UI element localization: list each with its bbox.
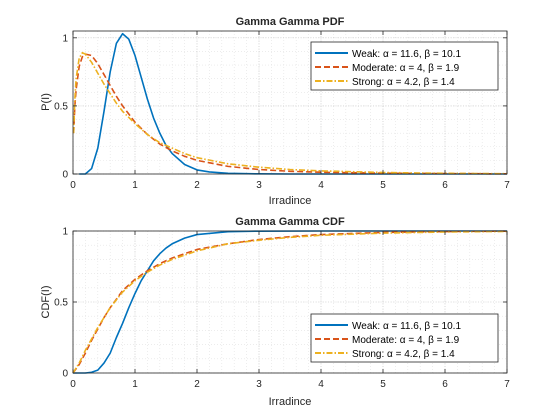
pdf-x-tick-label: 6 <box>442 180 448 191</box>
pdf-axes: 0 1 2 3 4 5 6 7 0 0.5 1 <box>54 30 510 191</box>
cdf-x-tick-label: 4 <box>318 379 324 390</box>
cdf-legend-label-moderate: Moderate: α = 4, β = 1.9 <box>352 335 460 346</box>
pdf-x-tick-label: 4 <box>318 180 324 191</box>
cdf-title: Gamma Gamma CDF <box>235 216 345 228</box>
cdf-x-tick-label: 2 <box>194 379 200 390</box>
cdf-x-tick-label: 6 <box>442 379 448 390</box>
pdf-legend-label-moderate: Moderate: α = 4, β = 1.9 <box>352 63 460 74</box>
pdf-plot: 0 1 2 3 4 5 6 700.51 Gamma Gamma PDF Irradince … <box>40 16 510 207</box>
pdf-y-tick-label: 0.5 <box>54 101 68 112</box>
cdf-x-tick-label: 3 <box>256 379 262 390</box>
cdf-legend-entry-moderate: Moderate: α = 4, β = 1.9 <box>315 335 460 346</box>
pdf-axes-box <box>72 30 508 175</box>
pdf-x-tick-label: 7 <box>504 180 510 191</box>
cdf-x-tick-label: 5 <box>380 379 386 390</box>
cdf-x-tick-label: 1 <box>132 379 138 390</box>
cdf-legend: Weak: α = 11.6, β = 10.1 Moderate: α = 4… <box>310 313 499 363</box>
pdf-x-tick-label: 3 <box>256 180 262 191</box>
pdf-x-axis-label: Irradince <box>269 195 312 207</box>
pdf-series-moderate <box>72 53 508 175</box>
cdf-series-strong <box>72 230 508 374</box>
cdf-axes: 0 1 2 3 4 5 6 7 0 0.5 1 <box>54 227 510 391</box>
pdf-x-tick-label: 0 <box>70 180 76 191</box>
pdf-legend-label-strong: Strong: α = 4.2, β = 1.4 <box>352 77 455 88</box>
pdf-x-tick-label: 2 <box>194 180 200 191</box>
pdf-x-tick-label: 5 <box>380 180 386 191</box>
pdf-legend-entry-strong: Strong: α = 4.2, β = 1.4 <box>315 77 455 88</box>
pdf-x-tick-label: 1 <box>132 180 138 191</box>
pdf-y-axis-label: P(I) <box>40 93 52 111</box>
cdf-plot: 0 1 2 3 4 5 6 700.51 Gamma Gamma CDF Irradince … <box>40 216 510 408</box>
pdf-legend: Weak: α = 11.6, β = 10.1 Moderate: α = 4… <box>310 41 499 91</box>
cdf-y-axis-label: CDF(I) <box>40 286 52 319</box>
cdf-x-axis-label: Irradince <box>269 396 312 408</box>
pdf-y-tick-label: 1 <box>62 33 68 44</box>
cdf-x-tick-label: 7 <box>504 379 510 390</box>
pdf-legend-entry-weak: Weak: α = 11.6, β = 10.1 <box>315 49 461 60</box>
pdf-legend-label-weak: Weak: α = 11.6, β = 10.1 <box>352 49 461 60</box>
cdf-legend-label-strong: Strong: α = 4.2, β = 1.4 <box>352 349 455 360</box>
cdf-legend-entry-weak: Weak: α = 11.6, β = 10.1 <box>315 321 461 332</box>
pdf-legend-entry-moderate: Moderate: α = 4, β = 1.9 <box>315 63 460 74</box>
cdf-y-tick-label: 0 <box>62 369 68 380</box>
pdf-y-tick-label: 0 <box>62 170 68 181</box>
cdf-x-tick-label: 0 <box>70 379 76 390</box>
pdf-title: Gamma Gamma PDF <box>236 16 345 28</box>
cdf-y-tick-label: 0.5 <box>54 298 68 309</box>
pdf-series-strong <box>72 51 508 175</box>
cdf-legend-label-weak: Weak: α = 11.6, β = 10.1 <box>352 321 461 332</box>
cdf-y-tick-label: 1 <box>62 227 68 238</box>
cdf-legend-entry-strong: Strong: α = 4.2, β = 1.4 <box>315 349 455 360</box>
